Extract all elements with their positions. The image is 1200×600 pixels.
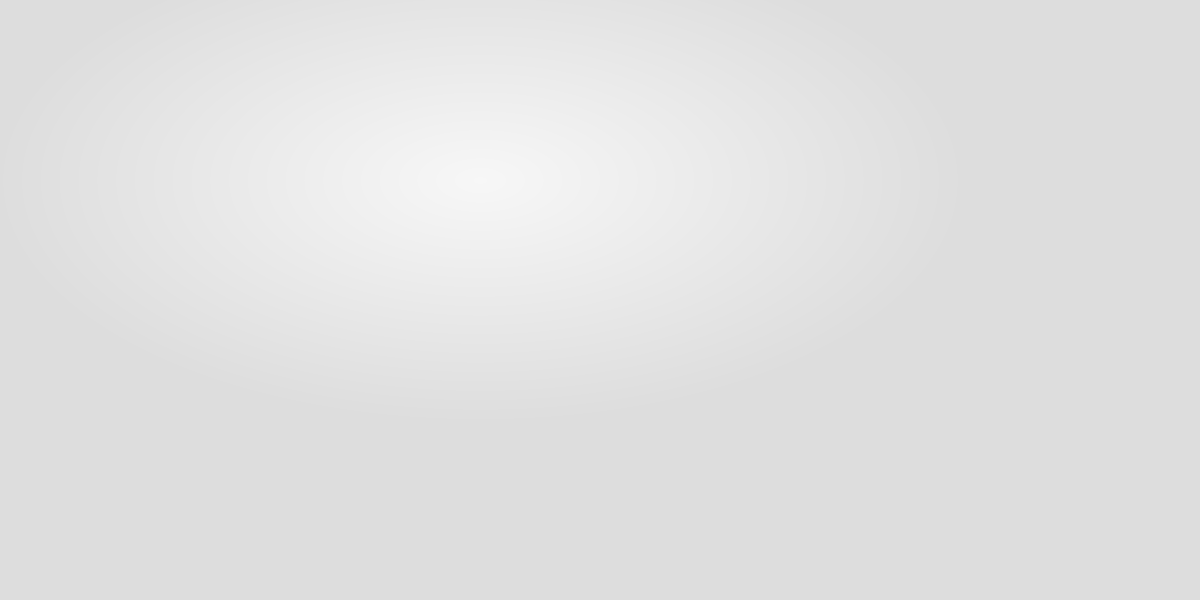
Bar (638, 242, 701, 544)
Text: 1.2: 1.2 (162, 286, 194, 304)
Bar (782, 486, 845, 544)
Bar (432, 232, 494, 544)
Bar (989, 496, 1051, 544)
Bar (1051, 447, 1112, 544)
Bar (226, 134, 288, 544)
Bar (845, 437, 907, 544)
Legend: 2023, 2032: 2023, 2032 (725, 56, 946, 89)
Bar (164, 310, 226, 544)
Y-axis label: Market Size in USD Billion: Market Size in USD Billion (62, 184, 82, 416)
Bar (371, 368, 432, 544)
Bar (577, 379, 638, 544)
Text: Closed Loop Current Transducer Market, By Regional, 2023 & 2032: Closed Loop Current Transducer Market, B… (92, 15, 1020, 43)
